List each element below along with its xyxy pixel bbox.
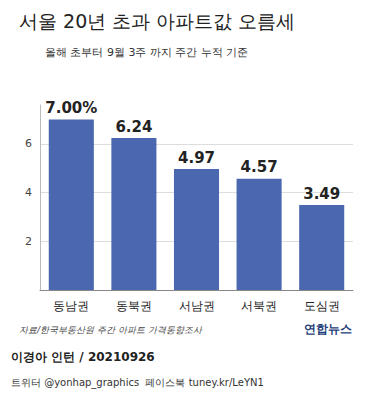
svg-text:서울 20년 초과 아파트값 오름세: 서울 20년 초과 아파트값 오름세 [19, 10, 295, 32]
svg-text:4.97: 4.97 [178, 149, 215, 167]
svg-text:동남권: 동남권 [53, 299, 89, 313]
svg-text:트위터 @yonhap_graphics 페이스북 tun: 트위터 @yonhap_graphics 페이스북 tuney.kr/LeYN1 [11, 377, 264, 389]
svg-text:이경아 인턴 / 20210926: 이경아 인턴 / 20210926 [11, 350, 155, 364]
svg-text:6: 6 [25, 137, 32, 150]
svg-text:2: 2 [25, 235, 32, 248]
svg-text:올해 초부터 9월 3주 까지 주간 누적 기준: 올해 초부터 9월 3주 까지 주간 누적 기준 [45, 46, 248, 59]
svg-text:4: 4 [25, 186, 32, 199]
svg-text:도심권: 도심권 [304, 299, 340, 313]
svg-text:서남권: 서남권 [179, 299, 215, 313]
svg-text:7.00%: 7.00% [45, 99, 97, 117]
svg-text:4.57: 4.57 [241, 158, 278, 176]
svg-text:서북권: 서북권 [241, 299, 277, 313]
svg-text:동북권: 동북권 [116, 299, 152, 313]
svg-text:자료/한국부동산원 주간 아파트 가격동향조사: 자료/한국부동산원 주간 아파트 가격동향조사 [19, 325, 203, 335]
svg-text:6.24: 6.24 [115, 118, 152, 136]
svg-text:연합뉴스: 연합뉴스 [304, 322, 352, 336]
svg-text:3.49: 3.49 [303, 185, 340, 203]
